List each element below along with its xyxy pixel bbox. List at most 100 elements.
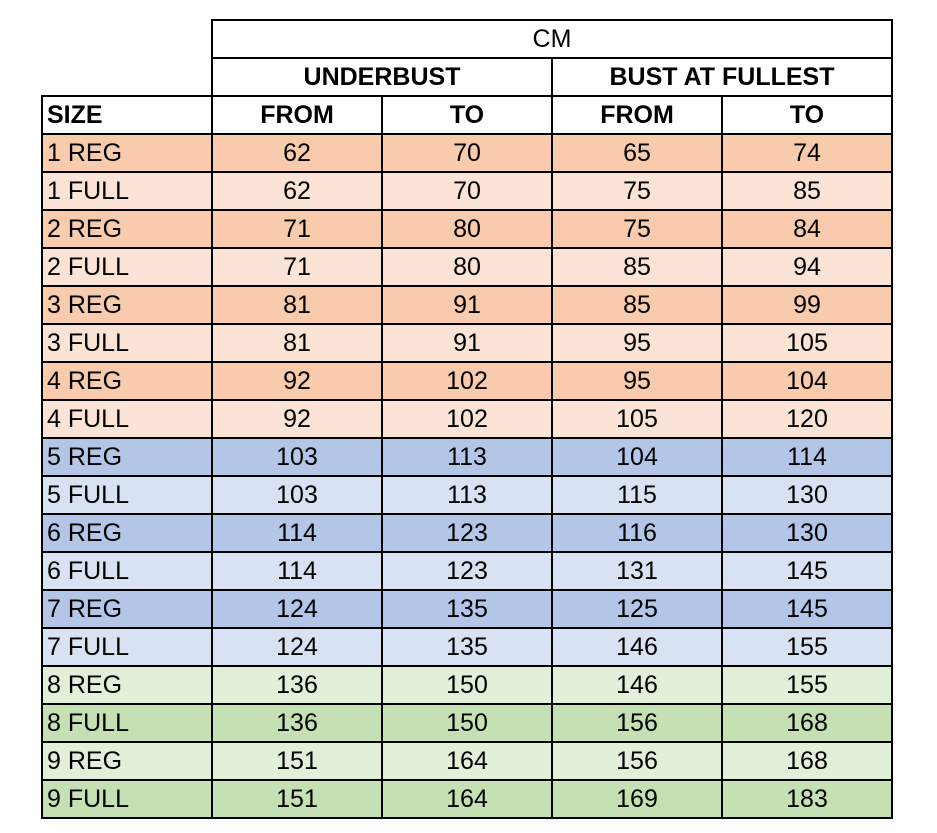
bust-from-cell: 146 xyxy=(551,665,723,705)
bust-from-cell: 104 xyxy=(551,437,723,477)
underbust-to-cell: 113 xyxy=(381,437,553,477)
size-column-header: SIZE xyxy=(41,95,213,135)
bust-from-cell: 125 xyxy=(551,589,723,629)
size-cell: 8 FULL xyxy=(41,703,213,743)
bust-from-cell: 85 xyxy=(551,247,723,287)
underbust-to-cell: 91 xyxy=(381,323,553,363)
bust-to-cell: 130 xyxy=(721,475,893,515)
bust-to-cell: 168 xyxy=(721,741,893,781)
underbust-to-cell: 135 xyxy=(381,589,553,629)
bust-to-cell: 145 xyxy=(721,551,893,591)
size-cell: 6 REG xyxy=(41,513,213,553)
underbust-to-cell: 113 xyxy=(381,475,553,515)
underbust-from-cell: 114 xyxy=(211,513,383,553)
size-cell: 7 REG xyxy=(41,589,213,629)
underbust-from-cell: 62 xyxy=(211,171,383,211)
size-chart-body: 1 REG 62 70 65 74 1 FULL 62 70 75 85 2 REG 71 80 75 84… xyxy=(41,133,893,819)
table-row: 9 FULL 151 164 169 183 xyxy=(41,779,893,819)
underbust-to-cell: 102 xyxy=(381,399,553,439)
underbust-from-cell: 62 xyxy=(211,133,383,173)
table-row: 7 REG 124 135 125 145 xyxy=(41,589,893,629)
table-row: 8 FULL 136 150 156 168 xyxy=(41,703,893,743)
underbust-to-cell: 70 xyxy=(381,171,553,211)
underbust-from-header: FROM xyxy=(211,95,383,135)
underbust-to-cell: 80 xyxy=(381,247,553,287)
bust-from-cell: 75 xyxy=(551,209,723,249)
bust-to-cell: 155 xyxy=(721,665,893,705)
size-cell: 4 FULL xyxy=(41,399,213,439)
size-cell: 2 REG xyxy=(41,209,213,249)
underbust-to-cell: 70 xyxy=(381,133,553,173)
bust-from-cell: 116 xyxy=(551,513,723,553)
table-row: 4 FULL 92 102 105 120 xyxy=(41,399,893,439)
underbust-from-cell: 124 xyxy=(211,627,383,667)
underbust-to-cell: 102 xyxy=(381,361,553,401)
underbust-to-cell: 164 xyxy=(381,779,553,819)
underbust-from-cell: 71 xyxy=(211,209,383,249)
bust-from-cell: 169 xyxy=(551,779,723,819)
table-row: 3 REG 81 91 85 99 xyxy=(41,285,893,325)
size-cell: 5 REG xyxy=(41,437,213,477)
table-row: 9 REG 151 164 156 168 xyxy=(41,741,893,781)
underbust-to-cell: 150 xyxy=(381,665,553,705)
bust-to-cell: 130 xyxy=(721,513,893,553)
bust-to-cell: 105 xyxy=(721,323,893,363)
bust-to-cell: 84 xyxy=(721,209,893,249)
underbust-from-cell: 151 xyxy=(211,741,383,781)
underbust-to-cell: 135 xyxy=(381,627,553,667)
size-cell: 1 REG xyxy=(41,133,213,173)
table-row: 5 REG 103 113 104 114 xyxy=(41,437,893,477)
column-header-row: SIZE FROM TO FROM TO xyxy=(41,95,893,135)
bust-to-cell: 99 xyxy=(721,285,893,325)
bust-from-cell: 65 xyxy=(551,133,723,173)
underbust-from-cell: 124 xyxy=(211,589,383,629)
size-chart-table: CM UNDERBUST BUST AT FULLEST SIZE FROM T… xyxy=(41,19,893,819)
bust-from-cell: 156 xyxy=(551,703,723,743)
size-cell: 3 REG xyxy=(41,285,213,325)
bust-to-cell: 85 xyxy=(721,171,893,211)
size-cell: 1 FULL xyxy=(41,171,213,211)
table-row: 5 FULL 103 113 115 130 xyxy=(41,475,893,515)
underbust-to-cell: 123 xyxy=(381,551,553,591)
bust-from-cell: 131 xyxy=(551,551,723,591)
size-cell: 8 REG xyxy=(41,665,213,705)
bust-from-header: FROM xyxy=(551,95,723,135)
underbust-to-header: TO xyxy=(381,95,553,135)
size-cell: 5 FULL xyxy=(41,475,213,515)
bust-from-cell: 75 xyxy=(551,171,723,211)
bust-from-cell: 95 xyxy=(551,361,723,401)
unit-header-row: CM xyxy=(42,19,893,97)
underbust-from-cell: 114 xyxy=(211,551,383,591)
unit-header: CM xyxy=(211,19,893,59)
size-cell: 6 FULL xyxy=(41,551,213,591)
bust-to-cell: 183 xyxy=(721,779,893,819)
underbust-header: UNDERBUST xyxy=(211,57,553,97)
table-row: 4 REG 92 102 95 104 xyxy=(41,361,893,401)
table-row: 6 REG 114 123 116 130 xyxy=(41,513,893,553)
bust-to-cell: 94 xyxy=(721,247,893,287)
size-cell: 4 REG xyxy=(41,361,213,401)
group-header-row: UNDERBUST BUST AT FULLEST xyxy=(42,57,893,97)
corner-blank-cell xyxy=(42,20,213,97)
underbust-from-cell: 81 xyxy=(211,285,383,325)
bust-to-cell: 104 xyxy=(721,361,893,401)
table-row: 2 REG 71 80 75 84 xyxy=(41,209,893,249)
underbust-to-cell: 123 xyxy=(381,513,553,553)
bust-from-cell: 105 xyxy=(551,399,723,439)
bust-from-cell: 85 xyxy=(551,285,723,325)
size-cell: 3 FULL xyxy=(41,323,213,363)
underbust-from-cell: 103 xyxy=(211,475,383,515)
underbust-to-cell: 91 xyxy=(381,285,553,325)
table-row: 1 REG 62 70 65 74 xyxy=(41,133,893,173)
bust-from-cell: 115 xyxy=(551,475,723,515)
bust-to-cell: 120 xyxy=(721,399,893,439)
bust-from-cell: 95 xyxy=(551,323,723,363)
underbust-from-cell: 71 xyxy=(211,247,383,287)
underbust-from-cell: 103 xyxy=(211,437,383,477)
underbust-from-cell: 81 xyxy=(211,323,383,363)
size-cell: 9 FULL xyxy=(41,779,213,819)
table-row: 8 REG 136 150 146 155 xyxy=(41,665,893,705)
underbust-from-cell: 92 xyxy=(211,361,383,401)
size-cell: 9 REG xyxy=(41,741,213,781)
size-chart-container: CM UNDERBUST BUST AT FULLEST SIZE FROM T… xyxy=(41,19,893,819)
